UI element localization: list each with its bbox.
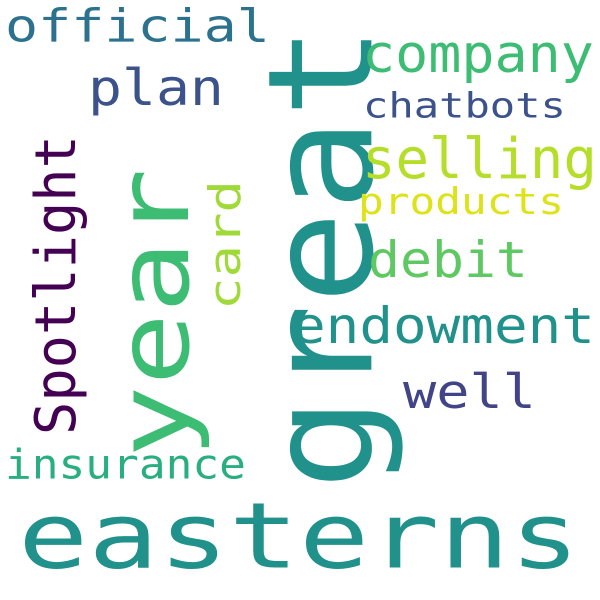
word-card: card [199,180,251,310]
word-plan: plan [88,59,224,117]
word-endowment: endowment [292,297,595,355]
word-spotlight: Spotlight [24,135,90,435]
word-selling: selling [362,127,597,192]
word-great: great [238,25,407,490]
word-chatbots: chatbots [363,86,566,126]
word-products: products [358,181,564,223]
word-year: year [96,168,213,458]
word-debit: debit [368,231,528,289]
word-official: official [5,0,270,52]
word-insurance: insurance [5,441,246,489]
word-well: well [403,365,536,420]
word-company: company [362,23,594,85]
word-easterns: easterns [18,483,580,589]
